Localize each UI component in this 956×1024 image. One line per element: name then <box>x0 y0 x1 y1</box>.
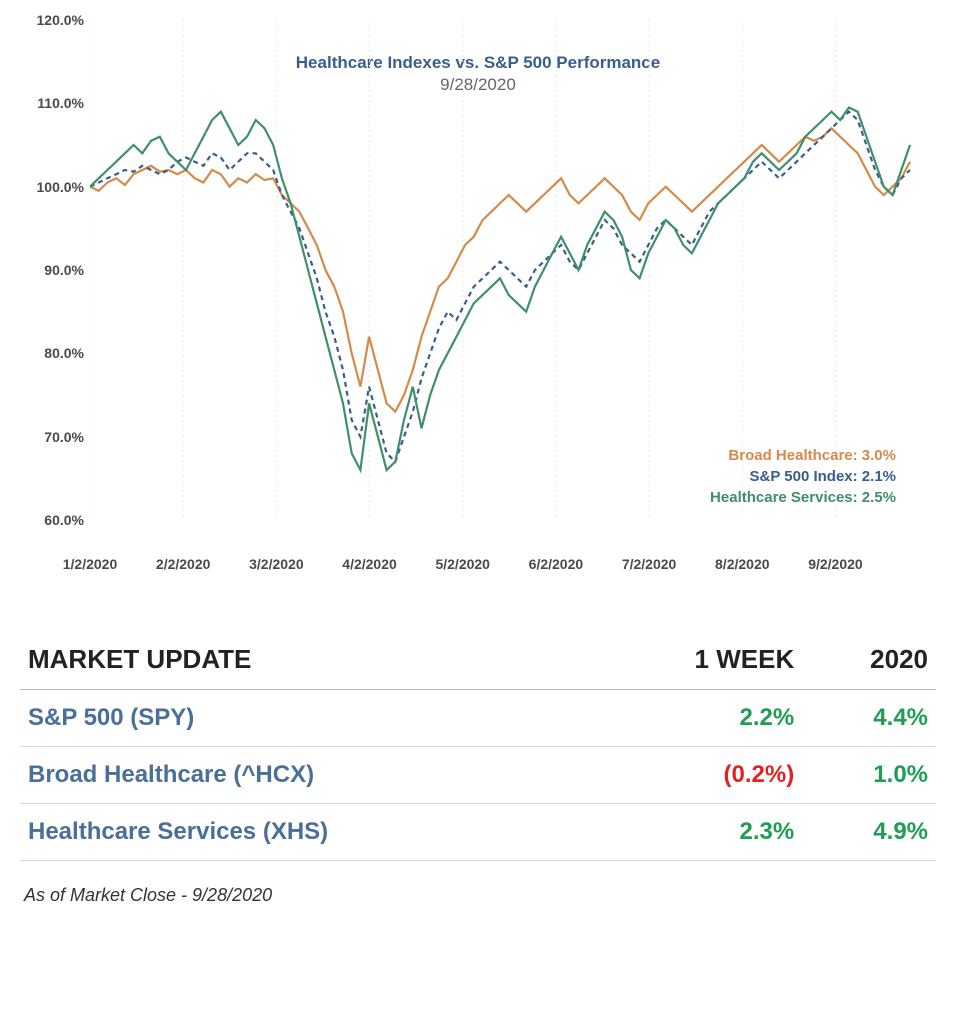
col-1-week: 1 WEEK <box>593 630 803 690</box>
y-axis-label: 120.0% <box>20 12 84 28</box>
x-axis-label: 6/2/2020 <box>529 556 584 572</box>
row-1-week: (0.2%) <box>593 747 803 804</box>
x-axis-label: 4/2/2020 <box>342 556 397 572</box>
x-axis-label: 5/2/2020 <box>435 556 490 572</box>
row-1-week: 2.2% <box>593 690 803 747</box>
x-axis-label: 2/2/2020 <box>156 556 211 572</box>
y-axis-label: 70.0% <box>20 429 84 445</box>
row-name: S&P 500 (SPY) <box>20 690 593 747</box>
legend-item: Healthcare Services: 2.5% <box>710 489 896 506</box>
y-axis-label: 100.0% <box>20 179 84 195</box>
x-axis-label: 1/2/2020 <box>63 556 118 572</box>
y-axis-label: 90.0% <box>20 262 84 278</box>
row-2020: 1.0% <box>802 747 936 804</box>
x-axis-label: 3/2/2020 <box>249 556 304 572</box>
x-axis-label: 9/2/2020 <box>808 556 863 572</box>
report-container: Healthcare Indexes vs. S&P 500 Performan… <box>0 0 956 926</box>
row-2020: 4.9% <box>802 804 936 861</box>
col-market-update: MARKET UPDATE <box>20 630 593 690</box>
col-2020: 2020 <box>802 630 936 690</box>
table-row: Broad Healthcare (^HCX)(0.2%)1.0% <box>20 747 936 804</box>
x-axis-label: 8/2/2020 <box>715 556 770 572</box>
y-axis-label: 60.0% <box>20 512 84 528</box>
chart-legend: Broad Healthcare: 3.0% S&P 500 Index: 2.1… <box>710 443 896 510</box>
y-axis-label: 80.0% <box>20 345 84 361</box>
y-axis-label: 110.0% <box>20 95 84 111</box>
x-axis-label: 7/2/2020 <box>622 556 677 572</box>
row-name: Broad Healthcare (^HCX) <box>20 747 593 804</box>
table-row: Healthcare Services (XHS)2.3%4.9% <box>20 804 936 861</box>
row-1-week: 2.3% <box>593 804 803 861</box>
legend-item: S&P 500 Index: 2.1% <box>710 468 896 485</box>
table-header-row: MARKET UPDATE 1 WEEK 2020 <box>20 630 936 690</box>
row-2020: 4.4% <box>802 690 936 747</box>
market-update-table: MARKET UPDATE 1 WEEK 2020 S&P 500 (SPY)2… <box>20 630 936 861</box>
row-name: Healthcare Services (XHS) <box>20 804 593 861</box>
table-row: S&P 500 (SPY)2.2%4.4% <box>20 690 936 747</box>
performance-chart: Healthcare Indexes vs. S&P 500 Performan… <box>20 10 936 590</box>
as-of-date: As of Market Close - 9/28/2020 <box>20 885 936 906</box>
legend-item: Broad Healthcare: 3.0% <box>710 447 896 464</box>
